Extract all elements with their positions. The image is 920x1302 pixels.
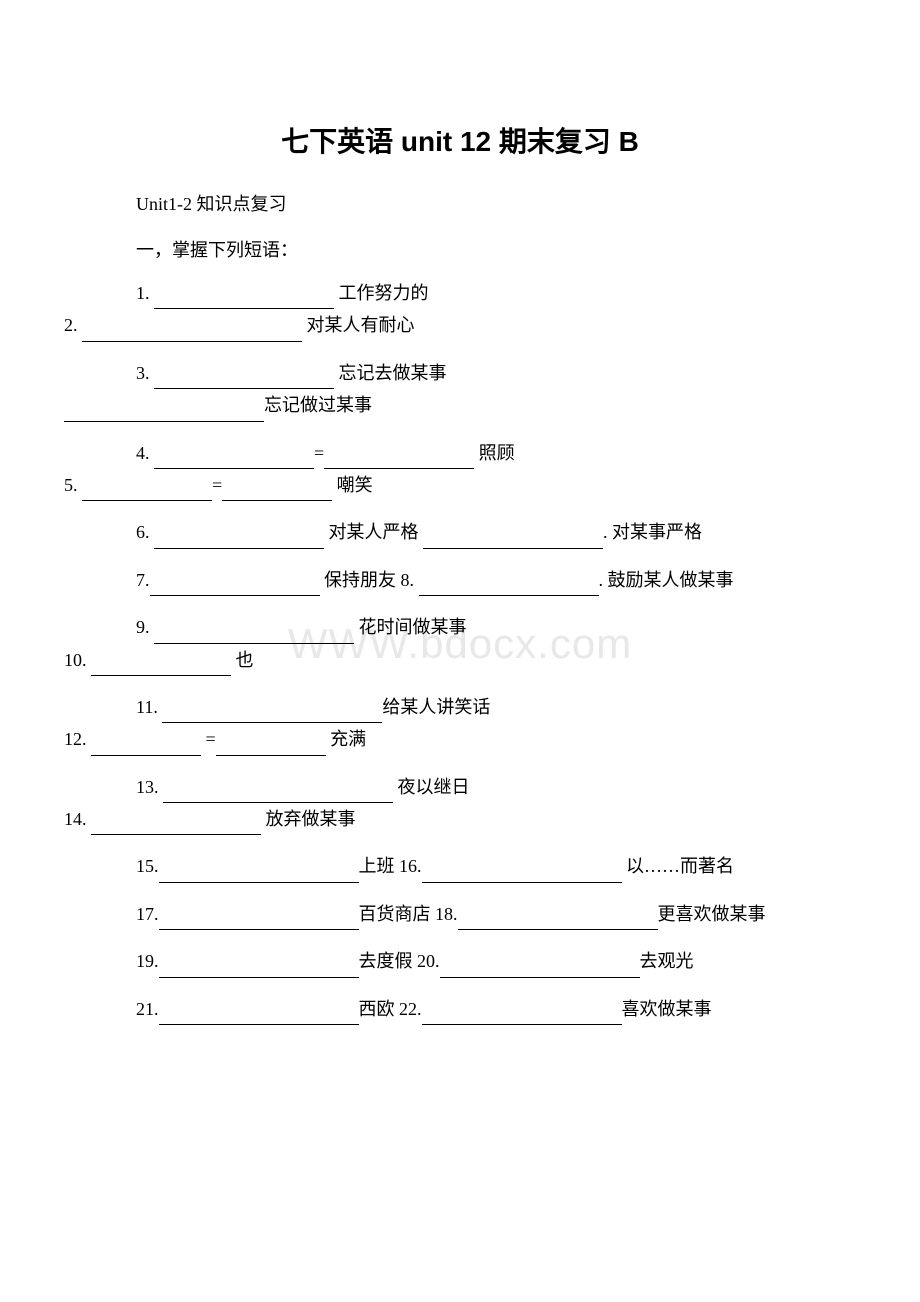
blank[interactable] [159,882,359,883]
blank[interactable] [324,468,474,469]
item-1-text: 工作努力的 [334,283,429,303]
item-13-num: 13. [136,777,163,797]
blank[interactable] [82,500,212,501]
item-3-num: 3. [136,363,154,383]
item-8-text: . 鼓励某人做某事 [599,570,734,590]
item-19-text: 去度假 20. [359,951,440,971]
item-5-text: 嘲笑 [332,475,373,495]
blank[interactable] [64,421,264,422]
item-6-text: 对某人严格 [324,522,423,542]
blank[interactable] [458,929,658,930]
item-4-text: 照顾 [474,443,515,463]
item-21-num: 21. [136,999,159,1019]
item-15-num: 15. [136,856,159,876]
item-19-num: 19. [136,951,159,971]
item-11-text: 给某人讲笑话 [382,697,490,717]
item-6b-text: . 对某事严格 [603,522,702,542]
item-1-num: 1. [136,283,154,303]
item-17-num: 17. [136,904,159,924]
item-2-num: 2. [64,315,82,335]
item-6-num: 6. [136,522,154,542]
blank[interactable] [222,500,332,501]
item-12-text: 充满 [326,729,367,749]
page-title: 七下英语 unit 12 期末复习 B [100,120,820,160]
item-20-text: 去观光 [640,951,694,971]
item-11-num: 11. [136,697,162,717]
blank[interactable] [154,548,324,549]
item-6: 6. 对某人严格 . 对某事严格 [100,516,820,548]
item-3: 3. 忘记去做某事 忘记做过某事 [100,357,820,422]
item-9-num: 9. [136,617,154,637]
item-14-text: 放弃做某事 [261,809,356,829]
item-11-12: 11. 给某人讲笑话 12. = 充满 [100,691,820,756]
blank[interactable] [91,675,231,676]
blank[interactable] [150,595,320,596]
blank[interactable] [82,341,302,342]
blank[interactable] [422,1024,622,1025]
item-4-num: 4. [136,443,154,463]
item-21-22: 21. 西欧 22. 喜欢做某事 [100,993,820,1025]
item-10-text: 也 [231,650,254,670]
blank[interactable] [440,977,640,978]
item-18-text: 更喜欢做某事 [658,904,766,924]
blank[interactable] [216,755,326,756]
item-3-text: 忘记去做某事 [334,363,447,383]
blank[interactable] [154,643,354,644]
blank[interactable] [91,755,201,756]
blank[interactable] [91,834,261,835]
item-16-text: 以……而著名 [622,856,735,876]
item-4-eq: = [314,443,324,463]
blank[interactable] [423,548,603,549]
blank[interactable] [154,468,314,469]
item-9-text: 花时间做某事 [354,617,467,637]
blank[interactable] [159,1024,359,1025]
item-13-text: 夜以继日 [393,777,470,797]
item-9-10: 9. 花时间做某事 10. 也 [100,611,820,676]
section-header: 一，掌握下列短语： [100,236,820,262]
item-13-14: 13. 夜以继日 14. 放弃做某事 [100,771,820,836]
blank[interactable] [163,802,393,803]
item-10-num: 10. [64,650,91,670]
item-12-num: 12. [64,729,91,749]
blank[interactable] [154,388,334,389]
item-3b-text: 忘记做过某事 [264,395,372,415]
item-14-num: 14. [64,809,91,829]
item-7-8: 7. 保持朋友 8. . 鼓励某人做某事 [100,564,820,596]
item-5-eq: = [212,475,222,495]
item-12-eq: = [201,729,216,749]
subtitle: Unit1-2 知识点复习 [100,190,820,216]
item-7-num: 7. [136,570,150,590]
item-21-text: 西欧 22. [359,999,422,1019]
item-17-18: 17. 百货商店 18. 更喜欢做某事 [100,898,820,930]
item-17-text: 百货商店 18. [359,904,458,924]
blank[interactable] [154,308,334,309]
item-7-text: 保持朋友 8. [320,570,419,590]
blank[interactable] [159,977,359,978]
blank[interactable] [162,722,382,723]
blank[interactable] [419,595,599,596]
blank[interactable] [422,882,622,883]
item-19-20: 19. 去度假 20. 去观光 [100,945,820,977]
item-15-16: 15. 上班 16. 以……而著名 [100,850,820,882]
item-1-2: 1. 工作努力的 2. 对某人有耐心 [100,277,820,342]
item-2-text: 对某人有耐心 [302,315,415,335]
blank[interactable] [159,929,359,930]
item-15-text: 上班 16. [359,856,422,876]
item-22-text: 喜欢做某事 [622,999,712,1019]
item-5-num: 5. [64,475,82,495]
item-4-5: 4. = 照顾 5. = 嘲笑 [100,437,820,502]
